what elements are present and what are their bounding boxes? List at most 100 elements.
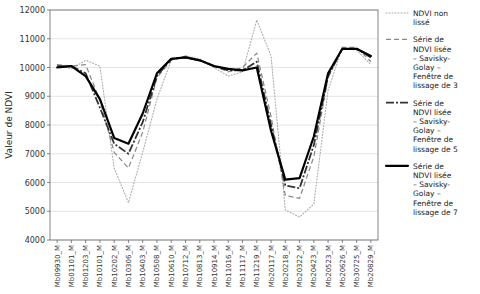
x-tick: [85, 240, 86, 243]
y-tick-label: 11000: [20, 35, 45, 44]
x-tick-label: Mb11016_M: [225, 245, 233, 287]
x-tick: [114, 240, 115, 243]
y-tick: [47, 240, 50, 241]
legend-label-line: NDVI lisée: [413, 45, 452, 54]
y-tick-label: 6000: [25, 179, 45, 188]
legend-label-line: lissage de 5: [413, 145, 458, 154]
legend-label-line: lissage de 7: [413, 208, 458, 217]
grid: [50, 10, 378, 240]
y-tick-label: 9000: [25, 92, 45, 101]
y-tick: [47, 67, 50, 68]
legend-label-line: NDVI lisée: [413, 171, 452, 180]
x-tick: [328, 240, 329, 243]
legend-label-line: Fenêtre de: [413, 135, 454, 144]
legend-label-line: – Savisky-: [413, 117, 450, 126]
x-tick: [57, 240, 58, 243]
y-tick-label: 5000: [25, 207, 45, 216]
grid-line: [50, 182, 378, 183]
legend-label-line: Golay –: [413, 189, 441, 198]
x-tick-label: Mb10610_M: [168, 245, 176, 287]
legend-label-line: Golay –: [413, 63, 441, 72]
legend-label: Série deNDVI lisée– Savisky-Golay –Fenêt…: [413, 35, 458, 90]
legend-swatch: [386, 12, 408, 13]
legend-label-line: lissage de 3: [413, 81, 458, 90]
y-tick: [47, 10, 50, 11]
x-tick: [214, 240, 215, 243]
x-tick: [228, 240, 229, 243]
legend-label-line: Fenêtre de: [413, 72, 454, 81]
x-tick: [185, 240, 186, 243]
x-tick-label: Mb10101_M: [96, 245, 104, 287]
x-tick-label: Mb10712_M: [182, 245, 190, 287]
legend-label: NDVI nonlissé: [413, 9, 448, 27]
x-tick-label: Mb01203_M: [82, 245, 90, 287]
legend-label: Série deNDVI lisée– Savisky-Golay –Fenêt…: [413, 99, 458, 154]
legend-label-line: Golay –: [413, 126, 441, 135]
x-tick-label: Mb10813_M: [196, 245, 204, 287]
x-tick-label: Mb10403_M: [139, 245, 147, 287]
series-line: [57, 49, 371, 180]
legend-swatch: [386, 165, 408, 167]
legend-swatch: [386, 102, 408, 104]
x-tick: [128, 240, 129, 243]
y-tick-label: 4000: [25, 236, 45, 245]
chart: 4000 5000 6000 7000 8000 9000 10000 11000 12000 M…: [0, 0, 480, 294]
x-tick: [242, 240, 243, 243]
x-tick-label: Mb10914_M: [211, 245, 219, 287]
grid-line: [50, 38, 378, 39]
y-tick-label: 12000: [20, 6, 45, 15]
axes: 4000 5000 6000 7000 8000 9000 10000 11000 12000 M…: [20, 6, 378, 287]
x-tick-label: Mb11117_M: [239, 245, 247, 287]
x-tick: [156, 240, 157, 243]
y-tick: [47, 125, 50, 126]
series-line: [57, 47, 371, 198]
x-tick: [199, 240, 200, 243]
legend-swatch: [386, 39, 408, 40]
y-tick: [47, 96, 50, 97]
y-axis-label: Valeur de NDVI: [4, 91, 14, 159]
y-tick: [47, 38, 50, 39]
x-tick: [271, 240, 272, 243]
x-tick-label: Mb20218_M: [282, 245, 290, 287]
legend-label-line: Série de: [413, 162, 444, 171]
y-tick: [47, 153, 50, 154]
legend-label-line: lissé: [413, 18, 430, 27]
x-tick-label: Mb10306_M: [125, 245, 133, 287]
x-tick-label: Mb20322_M: [296, 245, 304, 287]
x-tick: [142, 240, 143, 243]
x-tick-label: Mb20117_M: [268, 245, 276, 287]
legend-label-line: NDVI lisée: [413, 108, 452, 117]
y-tick-label: 10000: [20, 64, 45, 73]
legend-label-line: Série de: [413, 35, 444, 44]
x-tick: [285, 240, 286, 243]
legend-label-line: – Savisky-: [413, 180, 450, 189]
series-group: [57, 20, 371, 217]
x-tick-label: Mb20423_M: [310, 245, 318, 287]
y-tick-label: 8000: [25, 121, 45, 130]
grid-line: [50, 153, 378, 154]
x-tick-label: Mb09930_M: [54, 245, 62, 287]
x-tick-label: Mb01101_M: [68, 245, 76, 287]
x-tick: [342, 240, 343, 243]
x-tick-label: Mb10508_M: [153, 245, 161, 287]
x-tick-label: Mb30725_M: [353, 245, 361, 287]
x-tick-label: Mb20829_M: [367, 245, 375, 287]
legend-label-line: NDVI non: [413, 9, 448, 18]
series-line: [57, 20, 371, 217]
legend: NDVI nonlisséSérie deNDVI lisée– Savisky…: [386, 9, 458, 217]
x-tick: [99, 240, 100, 243]
grid-line: [50, 125, 378, 126]
x-tick-label: Mb20523_M: [325, 245, 333, 287]
x-tick: [171, 240, 172, 243]
x-tick: [370, 240, 371, 243]
x-tick-label: Mb10202_M: [111, 245, 119, 287]
x-tick: [256, 240, 257, 243]
x-tick: [71, 240, 72, 243]
y-tick-label: 7000: [25, 150, 45, 159]
x-tick: [356, 240, 357, 243]
y-tick: [47, 211, 50, 212]
y-tick: [47, 182, 50, 183]
legend-label: Série deNDVI lisée– Savisky-Golay –Fenêt…: [413, 162, 458, 217]
x-tick: [313, 240, 314, 243]
x-tick: [299, 240, 300, 243]
